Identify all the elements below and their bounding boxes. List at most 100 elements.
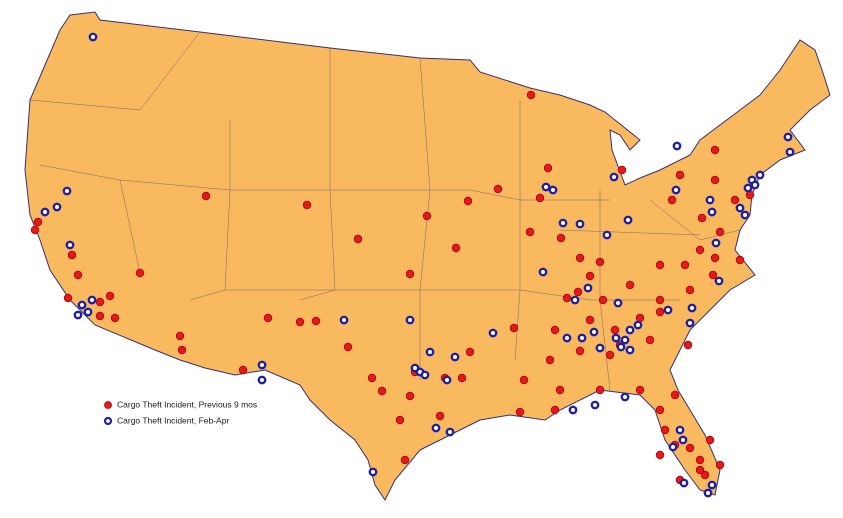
incident-dot	[201, 191, 211, 201]
incident-dot	[67, 250, 77, 260]
incident-dot	[685, 318, 695, 328]
incident-dot	[670, 390, 680, 400]
incident-dot	[526, 90, 536, 100]
incident-dot	[343, 342, 353, 352]
incident-dot	[609, 172, 619, 182]
us-outline	[24, 11, 831, 501]
incident-dot	[493, 184, 503, 194]
incident-dot	[65, 240, 75, 250]
incident-dot	[655, 295, 665, 305]
incident-dot	[610, 325, 620, 335]
incident-dot	[431, 423, 441, 433]
incident-dot	[598, 295, 608, 305]
incident-dot	[556, 233, 566, 243]
incident-dot	[715, 227, 725, 237]
incident-dot	[515, 407, 525, 417]
incident-dot	[625, 325, 635, 335]
incident-dot	[295, 317, 305, 327]
incident-dot	[660, 425, 670, 435]
incident-dot	[33, 217, 43, 227]
incident-dot	[87, 295, 97, 305]
incident-dot	[535, 193, 545, 203]
incident-dot	[683, 340, 693, 350]
incident-dot	[710, 253, 720, 263]
legend-marker	[104, 401, 112, 409]
incident-dot	[562, 293, 572, 303]
incident-dot	[707, 480, 717, 490]
incident-dot	[88, 32, 98, 42]
incident-dot	[714, 276, 724, 286]
incident-dot	[623, 215, 633, 225]
incident-dot	[405, 269, 415, 279]
incident-dot	[668, 442, 678, 452]
incident-dot	[672, 141, 682, 151]
incident-dot	[655, 405, 665, 415]
incident-dot	[625, 345, 635, 355]
incident-dot	[730, 195, 740, 205]
incident-dot	[602, 230, 612, 240]
incident-dot	[697, 213, 707, 223]
incident-dot	[562, 333, 572, 343]
incident-dot	[577, 333, 587, 343]
incident-dot	[83, 307, 93, 317]
incident-dot	[40, 207, 50, 217]
incident-dot	[442, 375, 452, 385]
incident-dot	[541, 182, 551, 192]
incident-dot	[743, 183, 753, 193]
incident-dot	[550, 405, 560, 415]
incident-dot	[685, 443, 695, 453]
incident-dot	[589, 327, 599, 337]
incident-dot	[575, 219, 585, 229]
incident-dot	[550, 325, 560, 335]
incident-dot	[695, 465, 705, 475]
incident-dot	[585, 271, 595, 281]
incident-dot	[675, 170, 685, 180]
incident-dot	[783, 132, 793, 142]
incident-dot	[30, 225, 40, 235]
incident-dot	[575, 253, 585, 263]
incident-dot	[583, 283, 593, 293]
incident-dot	[425, 347, 435, 357]
incident-dot	[585, 315, 595, 325]
incident-dot	[667, 195, 677, 205]
legend-label: Cargo Theft Incident, Feb-Apr	[117, 415, 229, 425]
incident-dot	[77, 300, 87, 310]
incident-dot	[545, 355, 555, 365]
incident-dot	[367, 373, 377, 383]
incident-dot	[558, 218, 568, 228]
incident-dot	[555, 385, 565, 395]
incident-dot	[395, 415, 405, 425]
incident-dot	[663, 305, 673, 315]
incident-dot	[105, 291, 115, 301]
incident-dot	[671, 185, 681, 195]
incident-dot	[488, 328, 498, 338]
incident-dot	[605, 350, 615, 360]
incident-dot	[175, 331, 185, 341]
incident-dot	[463, 196, 473, 206]
incident-dot	[710, 145, 720, 155]
incident-dot	[62, 186, 72, 196]
incident-dot	[750, 180, 760, 190]
incident-dot	[705, 195, 715, 205]
incident-dot	[595, 257, 605, 267]
incident-dot	[445, 427, 455, 437]
incident-dot	[695, 245, 705, 255]
incident-dot	[110, 313, 120, 323]
incident-dot	[685, 285, 695, 295]
incident-dot	[52, 202, 62, 212]
incident-dot	[655, 260, 665, 270]
incident-dot	[422, 211, 432, 221]
incident-dot	[519, 375, 529, 385]
incident-dot	[548, 185, 558, 195]
incident-dot	[509, 323, 519, 333]
incident-dot	[570, 295, 580, 305]
incident-dot	[715, 460, 725, 470]
incident-dot	[703, 488, 713, 498]
incident-dot	[368, 467, 378, 477]
incident-dot	[617, 165, 627, 175]
incident-dot	[63, 293, 73, 303]
incident-dot	[435, 411, 445, 421]
incident-dot	[735, 255, 745, 265]
incident-dot	[73, 310, 83, 320]
